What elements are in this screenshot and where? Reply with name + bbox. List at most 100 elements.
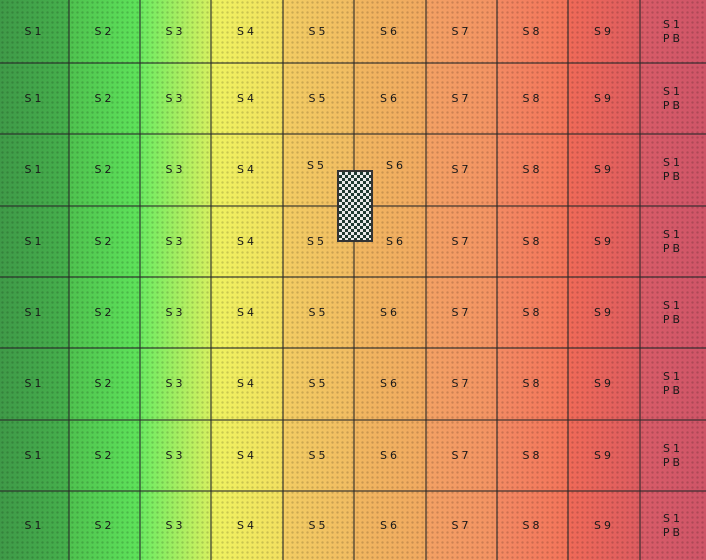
board-cell[interactable]: S9	[568, 206, 640, 277]
board-cell[interactable]: S8	[497, 63, 568, 134]
board-cell[interactable]: S5	[283, 134, 354, 206]
grid-line-vertical	[210, 0, 212, 560]
grid-line-horizontal	[0, 133, 706, 135]
board-cell[interactable]: S7	[426, 134, 497, 206]
board-cell[interactable]: S4	[211, 63, 283, 134]
board-cell[interactable]: S9	[568, 63, 640, 134]
board-cell[interactable]: S9	[568, 134, 640, 206]
cell-label: S9	[594, 305, 614, 319]
board-cell[interactable]: S7	[426, 0, 497, 63]
board-cell[interactable]: S6	[354, 63, 426, 134]
board-cell[interactable]: S1	[0, 206, 69, 277]
board-cell[interactable]: S1 PB	[640, 277, 706, 348]
cell-label: S4	[237, 518, 257, 532]
board-cell[interactable]: S7	[426, 420, 497, 491]
board-cell[interactable]: S3	[140, 206, 211, 277]
board-cell[interactable]: S3	[140, 134, 211, 206]
board-cell[interactable]: S5	[283, 491, 354, 560]
board-cell[interactable]: S6	[354, 206, 426, 277]
board-cell[interactable]: S8	[497, 134, 568, 206]
board-cell[interactable]: S3	[140, 348, 211, 420]
board-cell[interactable]: S1	[0, 420, 69, 491]
board-cell[interactable]: S6	[354, 134, 426, 206]
board-cell[interactable]: S6	[354, 348, 426, 420]
board-cell[interactable]: S1	[0, 0, 69, 63]
board-cell[interactable]: S3	[140, 277, 211, 348]
cell-label: S5	[307, 235, 327, 248]
board-cell[interactable]: S9	[568, 420, 640, 491]
board-cell[interactable]: S7	[426, 348, 497, 420]
board-cell[interactable]: S1 PB	[640, 63, 706, 134]
board-cell[interactable]: S9	[568, 491, 640, 560]
board-cell[interactable]: S2	[69, 348, 140, 420]
board-cell[interactable]: S1	[0, 491, 69, 560]
board-cell[interactable]: S3	[140, 420, 211, 491]
grid-line-vertical	[567, 0, 569, 560]
board-cell[interactable]: S8	[497, 0, 568, 63]
board-cell[interactable]: S2	[69, 277, 140, 348]
board-cell[interactable]: S1	[0, 134, 69, 206]
cell-label: S4	[237, 24, 257, 38]
board-cell[interactable]: S1 PB	[640, 491, 706, 560]
board-cell[interactable]: S1	[0, 348, 69, 420]
board-cell[interactable]: S5	[283, 420, 354, 491]
cell-label: S4	[237, 163, 257, 176]
cell-label: S3	[165, 448, 186, 462]
cell-label: S1	[24, 377, 45, 390]
board-cell[interactable]: S3	[140, 63, 211, 134]
board-cell[interactable]: S9	[568, 0, 640, 63]
board-cell[interactable]: S6	[354, 0, 426, 63]
board-cell[interactable]: S7	[426, 277, 497, 348]
board-cell[interactable]: S6	[354, 491, 426, 560]
board-cell[interactable]: S5	[283, 277, 354, 348]
board-cell[interactable]: S8	[497, 277, 568, 348]
board-cell[interactable]: S3	[140, 491, 211, 560]
board-cell[interactable]: S1	[0, 277, 69, 348]
board-cell[interactable]: S3	[140, 0, 211, 63]
cell-label-stack: S1 PB	[663, 442, 683, 470]
board-cell[interactable]: S2	[69, 206, 140, 277]
cell-label: S8	[522, 377, 543, 390]
board-cell[interactable]: S6	[354, 420, 426, 491]
board-cell[interactable]: S7	[426, 63, 497, 134]
board-cell[interactable]: S4	[211, 491, 283, 560]
board-cell[interactable]: S5	[283, 348, 354, 420]
board-cell[interactable]: S1 PB	[640, 348, 706, 420]
board-cell[interactable]: S7	[426, 491, 497, 560]
board-cell[interactable]: S1	[0, 63, 69, 134]
board-cell[interactable]: S5	[283, 206, 354, 277]
board-cell[interactable]: S4	[211, 277, 283, 348]
board-cell[interactable]: S1 PB	[640, 206, 706, 277]
board-cell[interactable]: S2	[69, 491, 140, 560]
board-cell[interactable]: S1 PB	[640, 134, 706, 206]
board-cell[interactable]: S4	[211, 206, 283, 277]
board-cell[interactable]: S2	[69, 420, 140, 491]
board-cell[interactable]: S7	[426, 206, 497, 277]
board-cell[interactable]: S1 PB	[640, 0, 706, 63]
cell-label: S3	[165, 24, 186, 38]
board-cell[interactable]: S8	[497, 206, 568, 277]
board-cell[interactable]: S8	[497, 491, 568, 560]
checkered-piece-icon[interactable]	[337, 170, 373, 242]
board-cell[interactable]: S4	[211, 420, 283, 491]
cell-label: S1	[24, 91, 45, 105]
board-cell[interactable]: S1 PB	[640, 420, 706, 491]
board-cell[interactable]: S5	[283, 63, 354, 134]
board-cell[interactable]: S2	[69, 0, 140, 63]
board-cell[interactable]: S6	[354, 277, 426, 348]
board-cell[interactable]: S4	[211, 134, 283, 206]
column-background	[283, 0, 354, 560]
board-cell[interactable]: S9	[568, 348, 640, 420]
board-cell[interactable]: S8	[497, 420, 568, 491]
board-cell[interactable]: S8	[497, 348, 568, 420]
column-background	[354, 0, 426, 560]
cell-label: S8	[522, 163, 543, 176]
board-cell[interactable]: S5	[283, 0, 354, 63]
board-cell[interactable]: S2	[69, 134, 140, 206]
board-cell[interactable]: S9	[568, 277, 640, 348]
cell-label-stack: S1 PB	[663, 299, 683, 327]
board-cell[interactable]: S4	[211, 0, 283, 63]
cell-label: S7	[451, 377, 472, 390]
board-cell[interactable]: S2	[69, 63, 140, 134]
board-cell[interactable]: S4	[211, 348, 283, 420]
